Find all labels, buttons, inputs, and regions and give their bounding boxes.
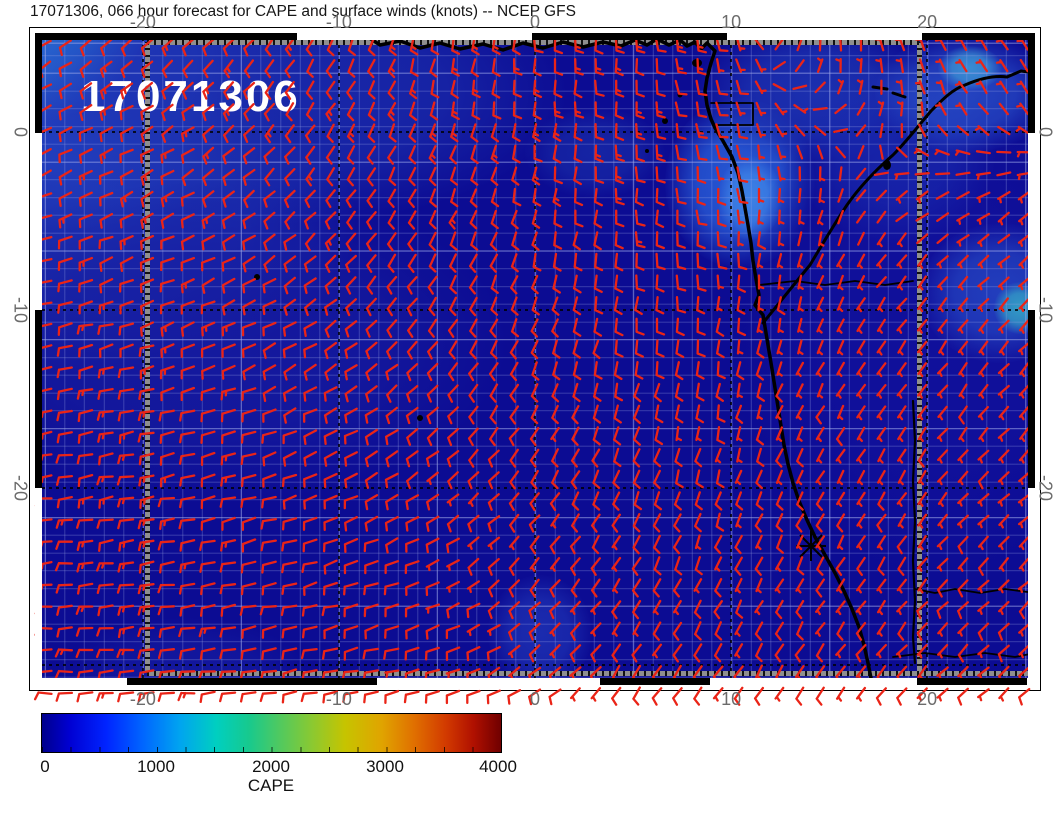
coastline-svg bbox=[254, 33, 1035, 685]
colorbar-tick-label: 4000 bbox=[479, 757, 517, 776]
inner-domain-edge bbox=[144, 41, 150, 673]
inner-domain-boundary bbox=[35, 33, 1035, 685]
page-title: 17071306, 066 hour forecast for CAPE and… bbox=[30, 3, 576, 20]
axis-tick-label-top: 10 bbox=[721, 12, 742, 32]
country-border-path bbox=[710, 102, 754, 126]
island-dot bbox=[662, 118, 668, 124]
inner-domain-edge bbox=[917, 41, 923, 673]
country-border-path bbox=[911, 399, 917, 665]
colorbar-ticks bbox=[42, 747, 501, 752]
axis-tick-label-left: 0 bbox=[10, 127, 31, 138]
axis-tick-label-bottom: -10 bbox=[325, 689, 352, 709]
graticule-line bbox=[926, 33, 929, 685]
lake-dash bbox=[871, 85, 907, 99]
congo-river-path bbox=[761, 69, 1035, 325]
axis-tick-label-left: -20 bbox=[10, 474, 31, 501]
country-border-path bbox=[914, 588, 1035, 594]
frame-border-right bbox=[1028, 33, 1035, 685]
wind-barbs-path bbox=[33, 35, 1032, 706]
inner-domain-edge bbox=[146, 39, 920, 45]
inner-domain-edge bbox=[146, 670, 1030, 676]
wind-barb-layer bbox=[33, 35, 1032, 706]
axis-tick-label-bottom: 20 bbox=[917, 689, 938, 709]
axis-tick-label-bottom: -20 bbox=[129, 689, 156, 709]
axis-tick-label-top: -10 bbox=[325, 12, 352, 32]
colorbar-tick-label: 2000 bbox=[252, 757, 290, 776]
axis-tick-label-top: -20 bbox=[129, 12, 156, 32]
graticule-line bbox=[141, 33, 144, 685]
coastline-path bbox=[363, 33, 875, 685]
graticule-line bbox=[35, 664, 1035, 667]
lake-blob bbox=[883, 160, 891, 170]
axis-tick-label-left: -10 bbox=[10, 297, 31, 324]
frame-border-left bbox=[35, 33, 42, 685]
axis-tick-label-top: 20 bbox=[917, 12, 938, 32]
graticule-line bbox=[35, 309, 1035, 312]
colorbar-title: CAPE bbox=[247, 776, 295, 795]
graticule-line bbox=[534, 33, 536, 685]
graticule-line bbox=[337, 33, 340, 685]
axis-tick-label-bottom: 10 bbox=[721, 689, 742, 709]
axis-tick-label-top: 0 bbox=[529, 12, 541, 32]
colorbar bbox=[41, 713, 502, 753]
map-outer-frame bbox=[29, 27, 1041, 691]
run-stamp: 17071306 bbox=[81, 72, 301, 121]
island-dot bbox=[417, 415, 423, 421]
colorbar-tick-label: 3000 bbox=[366, 757, 404, 776]
colorbar-tick-label: 1000 bbox=[137, 757, 175, 776]
axis-tick-label-right: -20 bbox=[1035, 474, 1056, 501]
city-star-icon bbox=[796, 531, 826, 561]
colorbar-tick-label: 0 bbox=[40, 757, 50, 776]
map-frame: 17071306 bbox=[35, 33, 1035, 685]
axis-tick-label-bottom: 0 bbox=[529, 689, 541, 709]
graticule-line bbox=[730, 33, 733, 685]
frame-border-bottom bbox=[35, 678, 1035, 685]
axis-tick-label-right: -10 bbox=[1035, 297, 1056, 324]
island-dot bbox=[645, 149, 649, 153]
axis-tick-label-right: 0 bbox=[1035, 127, 1056, 138]
frame-border-top bbox=[35, 33, 1035, 40]
